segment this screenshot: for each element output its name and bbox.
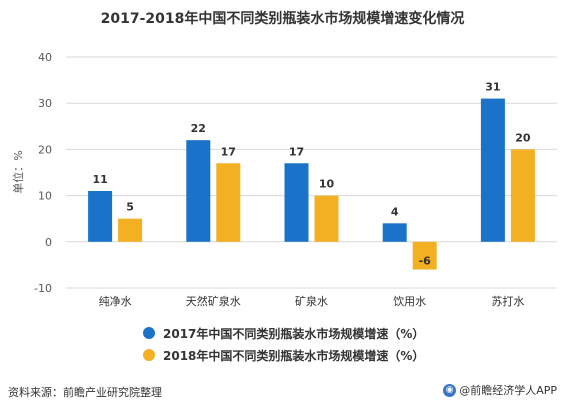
data-label: 31 <box>485 81 500 94</box>
data-label: -6 <box>419 255 432 268</box>
x-tick-label: 苏打水 <box>491 294 524 308</box>
camera-icon: ◉ <box>443 383 457 397</box>
data-label: 10 <box>319 178 335 191</box>
legend-label-2018: 2018年中国不同类别瓶装水市场规模增速（%） <box>163 348 425 363</box>
y-tick-label: 20 <box>38 143 52 156</box>
legend-marker-2017 <box>143 327 155 339</box>
bar-chart: -10 0 10 20 30 40 11 5 22 17 17 10 4 -6 31 20 纯净水 天然矿泉水… <box>11 51 557 308</box>
x-tick-label: 纯净水 <box>99 294 132 308</box>
legend-marker-2018 <box>143 349 155 361</box>
brand-credit: ◉ @前瞻经济学人APP <box>443 382 557 398</box>
chart-title: 2017-2018年中国不同类别瓶装水市场规模增速变化情况 <box>100 11 465 27</box>
bar <box>510 149 535 242</box>
y-axis-label: 单位：% <box>11 150 25 193</box>
data-label: 5 <box>126 201 134 214</box>
bar <box>88 190 113 242</box>
bar <box>382 223 407 242</box>
y-tick-label: 40 <box>38 51 52 64</box>
data-label: 22 <box>191 122 206 135</box>
bar <box>118 218 143 242</box>
data-label: 20 <box>515 131 531 144</box>
data-label: 17 <box>289 145 304 158</box>
source-note: 资料来源：前瞻产业研究院整理 <box>8 386 162 399</box>
legend-item-2017: 2017年中国不同类别瓶装水市场规模增速（%） <box>143 323 424 343</box>
bar <box>284 163 309 242</box>
bar <box>412 241 437 270</box>
legend-item-2018: 2018年中国不同类别瓶装水市场规模增速（%） <box>143 345 424 365</box>
x-axis-labels: 纯净水 天然矿泉水 矿泉水 饮用水 苏打水 <box>99 294 525 308</box>
data-label: 11 <box>92 173 107 186</box>
bars <box>88 98 535 270</box>
bar <box>480 98 505 242</box>
bar <box>314 195 339 242</box>
legend: 2017年中国不同类别瓶装水市场规模增速（%） 2018年中国不同类别瓶装水市场… <box>143 323 424 367</box>
data-labels: 11 5 22 17 17 10 4 -6 31 20 <box>92 81 530 268</box>
grid-lines <box>66 56 557 289</box>
y-tick-label: -10 <box>34 282 52 295</box>
bar <box>216 163 241 242</box>
data-label: 4 <box>391 205 399 218</box>
y-axis-ticks: -10 0 10 20 30 40 <box>34 51 52 295</box>
y-tick-label: 10 <box>38 190 52 203</box>
y-tick-label: 30 <box>38 97 52 110</box>
x-tick-label: 饮用水 <box>393 295 426 308</box>
brand-label: @前瞻经济学人APP <box>459 384 557 397</box>
bar <box>186 140 211 242</box>
y-tick-label: 0 <box>45 236 52 249</box>
legend-label-2017: 2017年中国不同类别瓶装水市场规模增速（%） <box>163 326 425 341</box>
x-tick-label: 天然矿泉水 <box>186 294 241 308</box>
data-label: 17 <box>221 145 236 158</box>
x-tick-label: 矿泉水 <box>295 294 328 308</box>
